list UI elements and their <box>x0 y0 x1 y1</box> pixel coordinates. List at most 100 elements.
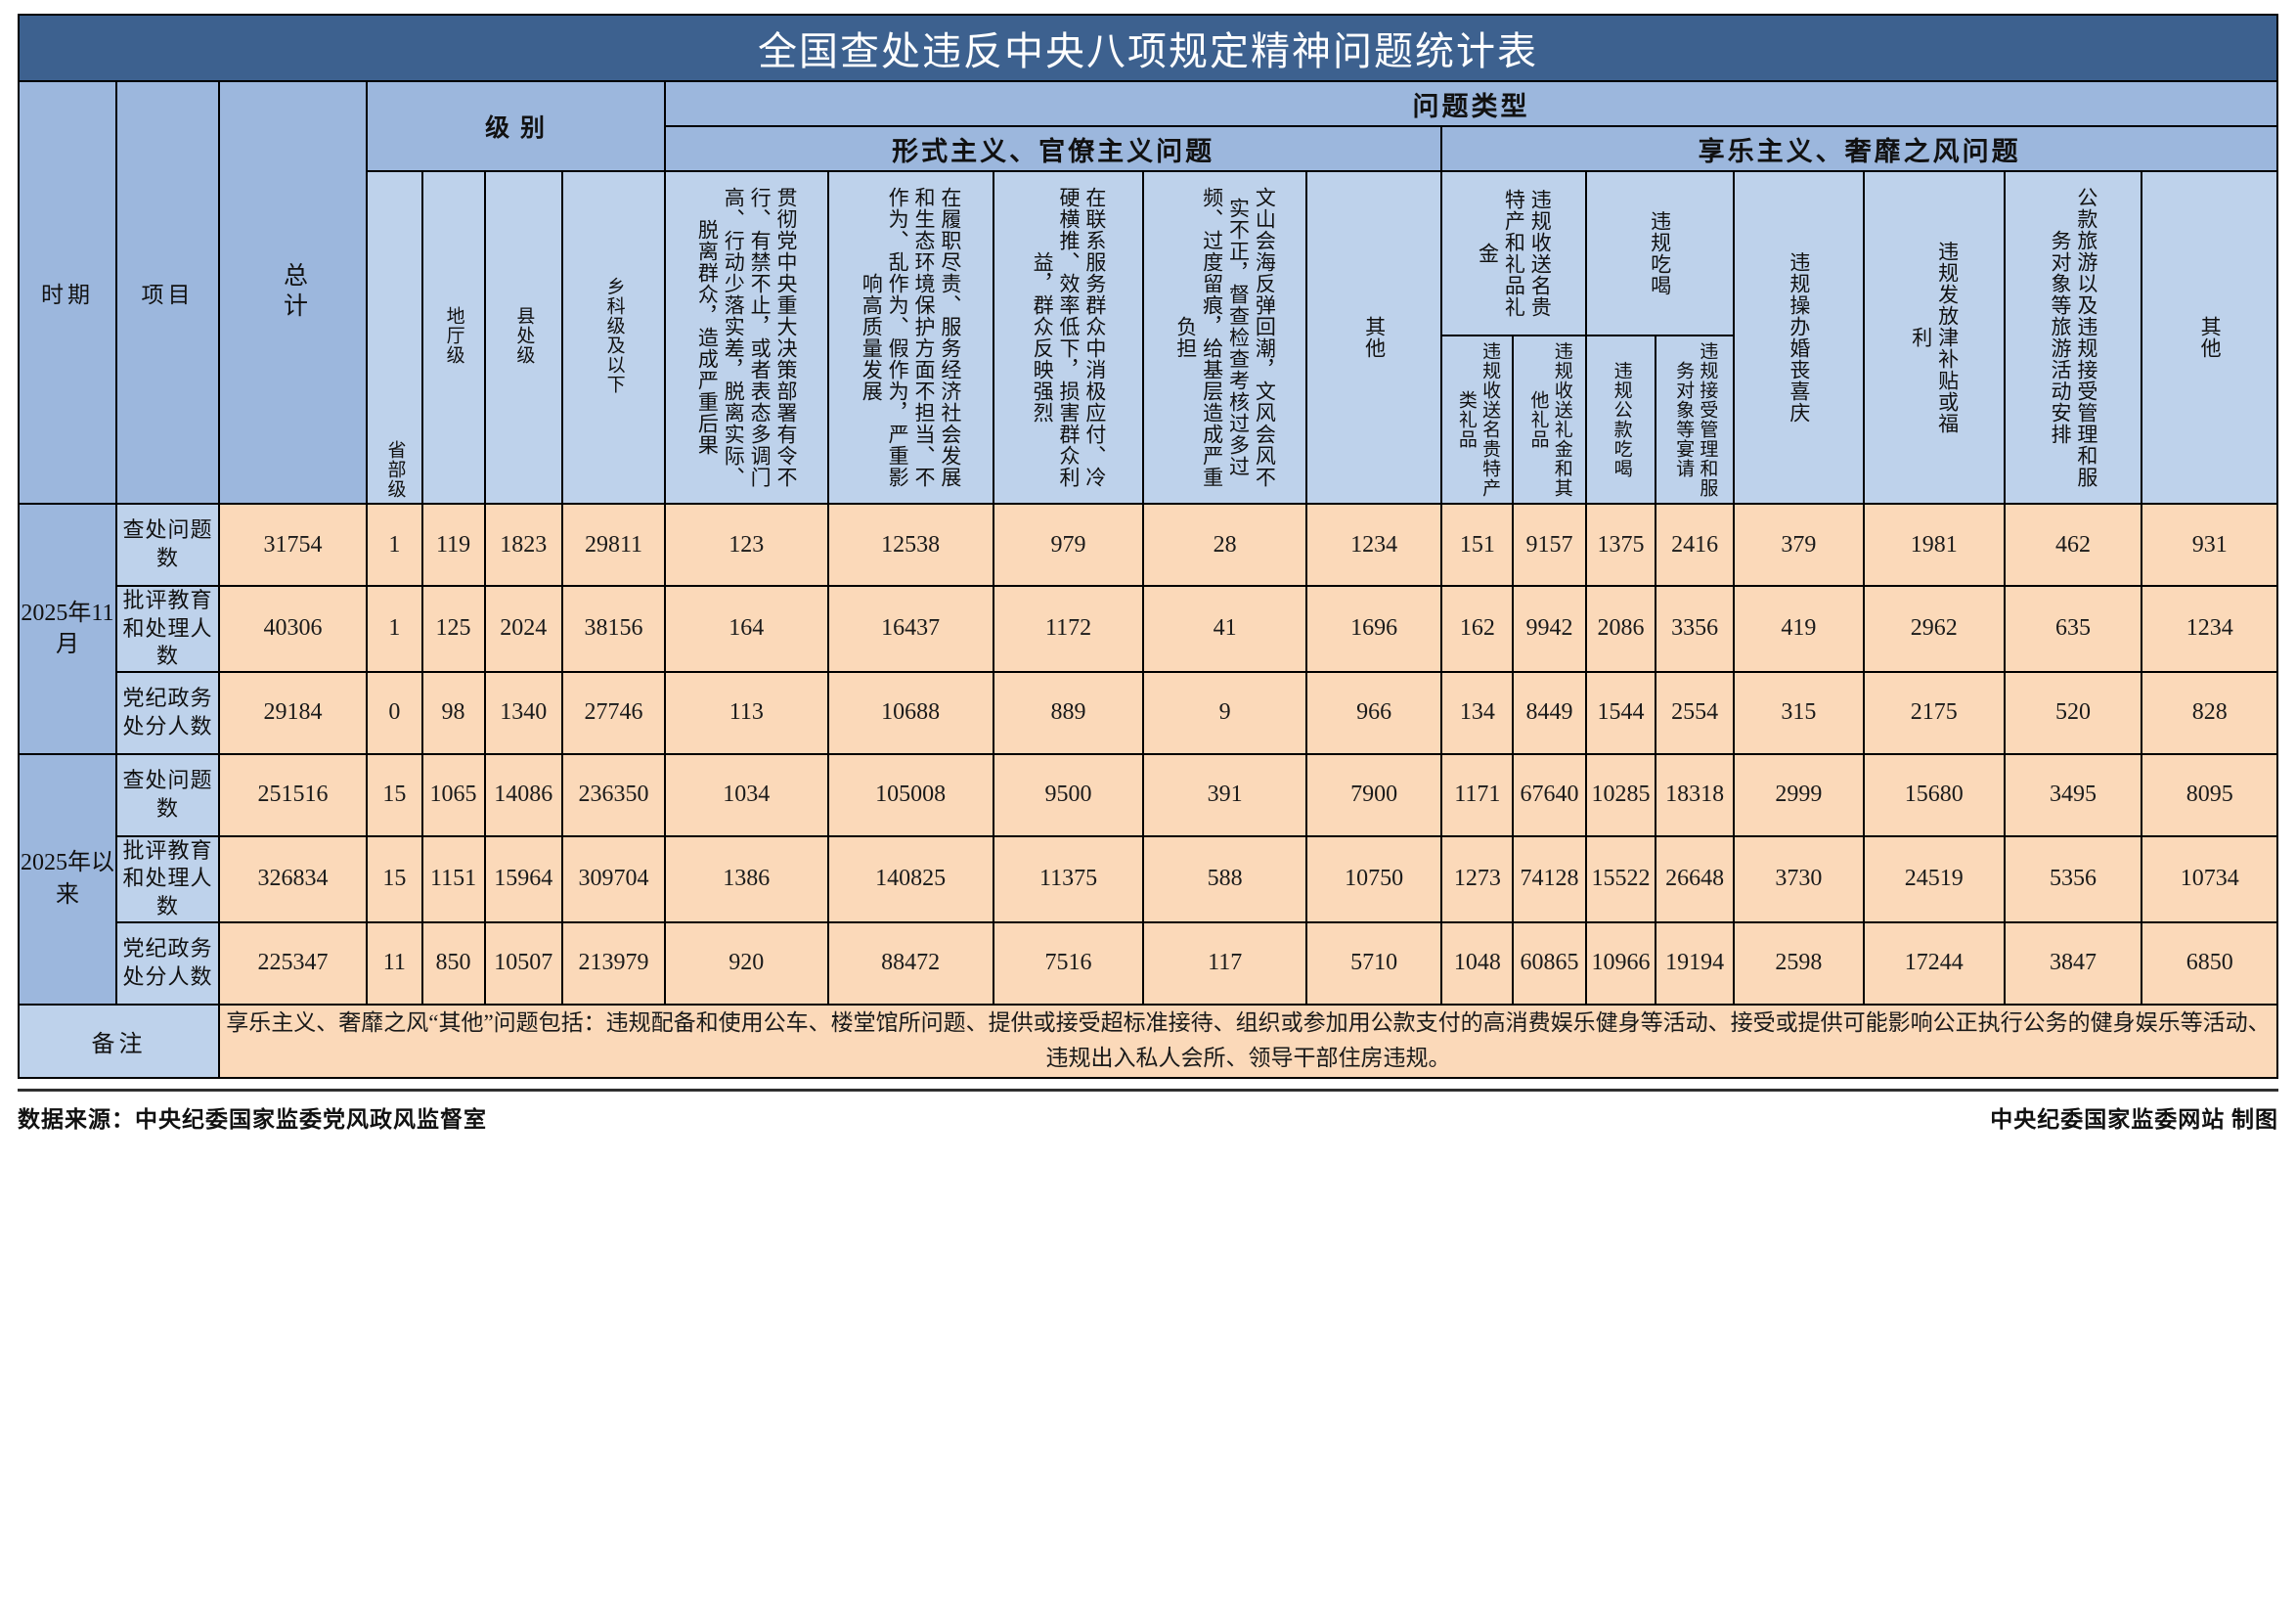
cell-level-2: 2024 <box>483 585 563 673</box>
header-level-xiang-ke-label: 乡科级及以下 <box>603 277 625 394</box>
header-formalism-group: 形式主义、官僚主义问题 <box>664 125 1443 172</box>
cell-hedonism-1: 74128 <box>1512 834 1587 923</box>
row-item-label: 党纪政务处分人数 <box>114 920 220 1006</box>
cell-hedonism-2: 2086 <box>1584 585 1657 673</box>
header-formalism-col-4-label: 文山会海反弹回潮，文风会风不实不正，督查检查考核过多过频、过度留痕，给基层造成严… <box>1173 187 1277 488</box>
cell-hedonism-1: 67640 <box>1512 752 1587 837</box>
cell-level-3: 309704 <box>560 834 667 923</box>
header-formalism-col-2: 在履职尽责、服务经济社会发展和生态环境保护方面不担当、不作为、乱作为、假作为，严… <box>826 170 994 505</box>
header-hedonism-wedding-label: 违规操办婚丧喜庆 <box>1787 251 1811 424</box>
cell-hedonism-6: 520 <box>2003 670 2143 755</box>
header-period-label: 时期 <box>40 283 94 307</box>
cell-formalism-1: 12538 <box>826 503 994 587</box>
header-hedonism-gift-money-label: 违规收送礼金和其他礼品 <box>1527 341 1572 498</box>
cell-total: 40306 <box>217 585 369 673</box>
cell-hedonism-3: 18318 <box>1655 752 1735 837</box>
table-row: 2025年以来 查处问题数 251516 15 1065 14086 23635… <box>18 752 2278 1006</box>
header-formalism-col-4: 文山会海反弹回潮，文风会风不实不正，督查检查考核过多过频、过度留痕，给基层造成严… <box>1142 170 1307 505</box>
row-item-label: 批评教育和处理人数 <box>114 834 220 923</box>
cell-hedonism-1: 9157 <box>1512 503 1587 587</box>
cell-hedonism-6: 5356 <box>2003 834 2143 923</box>
header-hedonism-dining-group-label: 违规吃喝 <box>1648 210 1672 296</box>
header-hedonism-other: 其他 <box>2141 170 2278 505</box>
cell-hedonism-2: 10285 <box>1584 752 1657 837</box>
header-hedonism-gift-group: 违规收送名贵特产和礼品礼金 <box>1440 170 1587 336</box>
cell-hedonism-7: 6850 <box>2141 920 2278 1006</box>
header-period: 时期 <box>18 80 117 505</box>
header-problem-type-group: 问题类型 <box>664 80 2278 127</box>
cell-formalism-4: 1234 <box>1304 503 1443 587</box>
header-total-label: 总计 <box>280 262 307 323</box>
cell-hedonism-3: 2554 <box>1655 670 1735 755</box>
header-problem-type-label: 问题类型 <box>1412 91 1530 121</box>
header-hedonism-gift-specialty: 违规收送名贵特产类礼品 <box>1440 335 1515 505</box>
cell-formalism-0: 123 <box>664 503 829 587</box>
cell-hedonism-5: 24519 <box>1863 834 2006 923</box>
header-level-xian-chu-label: 县处级 <box>513 306 535 365</box>
header-row-columns: 省部级 地厅级 县处级 乡科级及以下 贯彻党中央重大决策部署有令不行、有禁不止，… <box>19 170 2278 505</box>
header-total-wrap: 总计 <box>220 82 366 503</box>
cell-hedonism-6: 462 <box>2003 503 2143 587</box>
cell-hedonism-7: 8095 <box>2141 752 2278 837</box>
cell-level-0: 1 <box>366 585 423 673</box>
cell-hedonism-4: 379 <box>1732 503 1866 587</box>
cell-level-2: 10507 <box>483 920 563 1006</box>
cell-formalism-0: 1386 <box>664 834 829 923</box>
cell-formalism-4: 10750 <box>1304 834 1443 923</box>
cell-formalism-1: 16437 <box>826 585 994 673</box>
cell-hedonism-7: 1234 <box>2141 585 2278 673</box>
cell-hedonism-5: 17244 <box>1863 920 2006 1006</box>
header-formalism-col-other: 其他 <box>1304 170 1443 505</box>
cell-level-2: 15964 <box>483 834 563 923</box>
cell-hedonism-1: 60865 <box>1512 920 1587 1006</box>
table-row: 党纪政务处分人数 29184 0 98 1340 27746 113 10688… <box>19 670 2278 755</box>
cell-level-3: 27746 <box>560 670 667 755</box>
header-level-sheng-bu-label: 省部级 <box>384 440 406 499</box>
row-item-label: 查处问题数 <box>114 503 220 587</box>
cell-hedonism-2: 1544 <box>1584 670 1657 755</box>
cell-hedonism-6: 3847 <box>2003 920 2143 1006</box>
header-formalism-col-1-label: 贯彻党中央重大决策部署有令不行、有禁不止，或者表态多调门高、行动少落实差，脱离实… <box>695 187 799 488</box>
cell-hedonism-0: 151 <box>1440 503 1515 587</box>
header-level-group: 级 别 <box>366 80 667 172</box>
cell-hedonism-0: 1171 <box>1440 752 1515 837</box>
cell-formalism-1: 10688 <box>826 670 994 755</box>
cell-hedonism-7: 10734 <box>2141 834 2278 923</box>
cell-hedonism-2: 10966 <box>1584 920 1657 1006</box>
row-item-label: 党纪政务处分人数 <box>114 670 220 755</box>
cell-level-1: 98 <box>420 670 486 755</box>
table-row: 批评教育和处理人数 326834 15 1151 15964 309704 13… <box>19 834 2278 923</box>
cell-total: 31754 <box>217 503 369 587</box>
cell-formalism-4: 966 <box>1304 670 1443 755</box>
cell-hedonism-4: 3730 <box>1732 834 1866 923</box>
header-hedonism-dining-public-label: 违规公款吃喝 <box>1611 361 1632 478</box>
cell-hedonism-5: 2962 <box>1863 585 2006 673</box>
header-level-sheng-bu: 省部级 <box>366 170 423 505</box>
header-level-xiang-ke: 乡科级及以下 <box>560 170 667 505</box>
row-item-label: 批评教育和处理人数 <box>114 585 220 673</box>
cell-hedonism-4: 2598 <box>1732 920 1866 1006</box>
cell-level-2: 14086 <box>483 752 563 837</box>
cell-total: 29184 <box>217 670 369 755</box>
header-hedonism-gift-group-label: 违规收送名贵特产和礼品礼金 <box>1476 189 1553 318</box>
cell-formalism-2: 979 <box>992 503 1145 587</box>
cell-hedonism-2: 15522 <box>1584 834 1657 923</box>
cell-formalism-0: 113 <box>664 670 829 755</box>
header-level-xian-chu: 县处级 <box>483 170 563 505</box>
header-formalism-col-1: 贯彻党中央重大决策部署有令不行、有禁不止，或者表态多调门高、行动少落实差，脱离实… <box>664 170 829 505</box>
header-row-group-sub: 形式主义、官僚主义问题 享乐主义、奢靡之风问题 <box>19 125 2278 172</box>
cell-formalism-2: 9500 <box>992 752 1145 837</box>
table-row: 党纪政务处分人数 225347 11 850 10507 213979 920 … <box>19 920 2278 1006</box>
cell-level-1: 1151 <box>420 834 486 923</box>
footer-credit: 中央纪委国家监委网站 制图 <box>1990 1107 2278 1133</box>
cell-level-1: 850 <box>420 920 486 1006</box>
header-formalism-group-label: 形式主义、官僚主义问题 <box>892 136 1215 166</box>
cell-level-0: 0 <box>366 670 423 755</box>
cell-formalism-0: 164 <box>664 585 829 673</box>
header-hedonism-dining-banquet: 违规接受管理和服务对象等宴请 <box>1655 335 1735 505</box>
cell-hedonism-0: 162 <box>1440 585 1515 673</box>
cell-hedonism-1: 9942 <box>1512 585 1587 673</box>
cell-hedonism-6: 635 <box>2003 585 2143 673</box>
cell-formalism-2: 11375 <box>992 834 1145 923</box>
